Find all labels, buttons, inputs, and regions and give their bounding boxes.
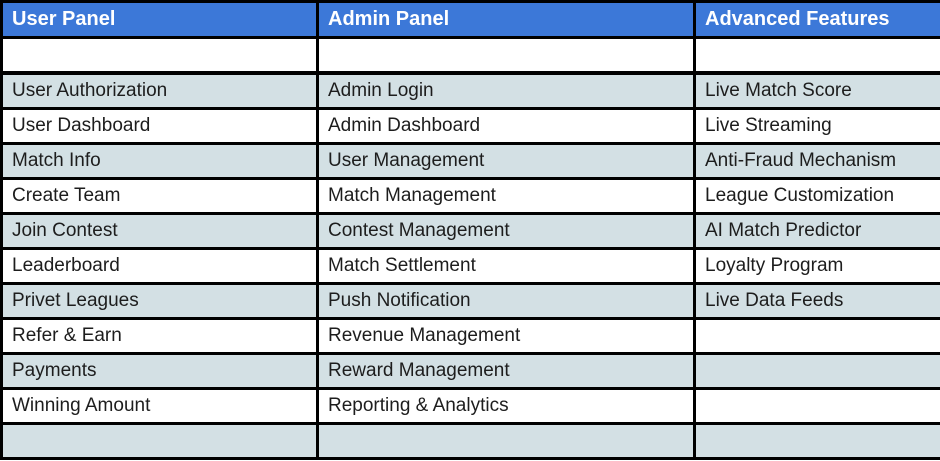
table-row: User Authorization Admin Login Live Matc… — [0, 71, 940, 110]
user-panel-cell: User Dashboard — [0, 107, 319, 145]
admin-panel-cell: Match Management — [316, 177, 696, 215]
user-panel-cell: Leaderboard — [0, 247, 319, 285]
advanced-features-cell: Anti-Fraud Mechanism — [693, 142, 940, 180]
user-panel-cell: Refer & Earn — [0, 317, 319, 355]
admin-panel-cell: Admin Dashboard — [316, 107, 696, 145]
advanced-features-cell — [693, 317, 940, 355]
table-row: Winning Amount Reporting & Analytics — [0, 387, 940, 425]
user-panel-cell: Create Team — [0, 177, 319, 215]
user-panel-cell: Privet Leagues — [0, 282, 319, 320]
empty-cell — [316, 422, 696, 460]
table-row: Privet Leagues Push Notification Live Da… — [0, 282, 940, 320]
advanced-features-cell: Loyalty Program — [693, 247, 940, 285]
advanced-features-cell: League Customization — [693, 177, 940, 215]
user-panel-cell: User Authorization — [0, 71, 319, 110]
admin-panel-cell: Match Settlement — [316, 247, 696, 285]
table-row: Payments Reward Management — [0, 352, 940, 390]
advanced-features-cell — [693, 387, 940, 425]
user-panel-cell: Winning Amount — [0, 387, 319, 425]
admin-panel-cell: Contest Management — [316, 212, 696, 250]
admin-panel-cell: Reward Management — [316, 352, 696, 390]
table-row: Match Info User Management Anti-Fraud Me… — [0, 142, 940, 180]
advanced-features-cell: Live Match Score — [693, 71, 940, 110]
admin-panel-cell: Reporting & Analytics — [316, 387, 696, 425]
admin-panel-header: Admin Panel — [316, 0, 696, 39]
header-row: User Panel Admin Panel Advanced Features — [0, 0, 940, 39]
table-row: Join Contest Contest Management AI Match… — [0, 212, 940, 250]
user-panel-header: User Panel — [0, 0, 319, 39]
advanced-features-header: Advanced Features — [693, 0, 940, 39]
empty-cell — [316, 36, 696, 75]
advanced-features-cell: AI Match Predictor — [693, 212, 940, 250]
empty-cell — [693, 422, 940, 460]
empty-cell — [0, 422, 319, 460]
admin-panel-cell: Push Notification — [316, 282, 696, 320]
admin-panel-cell: User Management — [316, 142, 696, 180]
table-row: User Dashboard Admin Dashboard Live Stre… — [0, 107, 940, 145]
admin-panel-cell: Admin Login — [316, 71, 696, 110]
table-row: Leaderboard Match Settlement Loyalty Pro… — [0, 247, 940, 285]
empty-cell — [0, 36, 319, 75]
user-panel-cell: Match Info — [0, 142, 319, 180]
advanced-features-cell: Live Streaming — [693, 107, 940, 145]
spacer-row — [0, 422, 940, 460]
user-panel-cell: Payments — [0, 352, 319, 390]
user-panel-cell: Join Contest — [0, 212, 319, 250]
table-row: Refer & Earn Revenue Management — [0, 317, 940, 355]
admin-panel-cell: Revenue Management — [316, 317, 696, 355]
advanced-features-cell: Live Data Feeds — [693, 282, 940, 320]
empty-cell — [693, 36, 940, 75]
advanced-features-cell — [693, 352, 940, 390]
spacer-row — [0, 36, 940, 75]
table-row: Create Team Match Management League Cust… — [0, 177, 940, 215]
